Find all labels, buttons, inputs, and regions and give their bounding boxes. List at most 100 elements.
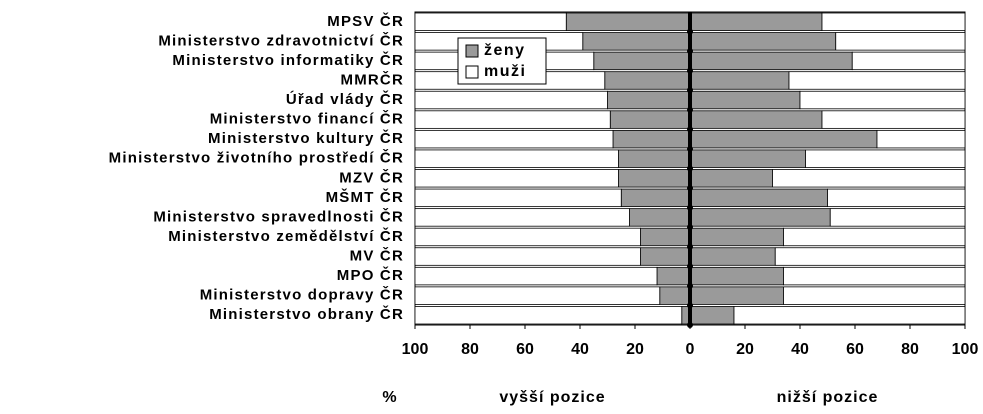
x-tick-label: 100 xyxy=(952,341,979,358)
legend-swatch xyxy=(465,44,479,58)
bar xyxy=(829,208,966,227)
bar xyxy=(835,32,966,51)
x-tick-label: 80 xyxy=(461,341,479,358)
bar xyxy=(593,51,691,71)
bar xyxy=(733,306,966,325)
category-label: Ministerstvo spravedlnosti ČR xyxy=(153,207,404,225)
bar xyxy=(582,32,691,51)
axis-dot xyxy=(687,106,693,113)
bar xyxy=(414,266,658,286)
unit-label: % xyxy=(382,389,397,406)
bar xyxy=(640,247,691,266)
axis-dot xyxy=(687,185,693,192)
bar xyxy=(414,247,641,266)
axis-dot xyxy=(687,263,693,270)
category-label: MŠMT ČR xyxy=(326,188,404,206)
bar xyxy=(876,129,966,149)
axis-dot xyxy=(687,302,693,309)
bar xyxy=(689,286,784,305)
bar xyxy=(612,129,691,149)
x-tick-label: 20 xyxy=(626,341,644,358)
bar xyxy=(774,247,966,266)
bar xyxy=(821,12,966,31)
bar xyxy=(414,12,567,31)
bar xyxy=(414,188,622,208)
bar xyxy=(783,286,966,305)
category-label: Ministerstvo kultury ČR xyxy=(208,129,404,147)
bar xyxy=(618,149,691,168)
bar xyxy=(609,110,691,129)
category-label: MPO ČR xyxy=(337,266,404,284)
category-label: Ministerstvo financí ČR xyxy=(210,110,404,128)
axis-dot xyxy=(687,87,693,94)
axis-dot xyxy=(687,204,693,211)
bar xyxy=(788,71,966,90)
bar xyxy=(656,266,691,286)
axis-dot xyxy=(687,282,693,289)
category-label: Úřad vlády ČR xyxy=(286,90,404,108)
bar xyxy=(689,227,784,247)
category-label: Ministerstvo obrany ČR xyxy=(209,305,404,323)
x-tick-label: 40 xyxy=(791,341,809,358)
bar xyxy=(689,188,828,208)
bar xyxy=(414,129,614,149)
axis-dot xyxy=(687,243,693,250)
category-label: MPSV ČR xyxy=(327,12,404,30)
axis-dot xyxy=(687,165,693,172)
axis-dot xyxy=(687,126,693,133)
bar xyxy=(689,149,806,168)
bar xyxy=(821,110,966,129)
bar xyxy=(799,90,966,110)
axis-dot xyxy=(687,322,693,328)
bar xyxy=(689,247,776,266)
category-label: Ministerstvo zemědělství ČR xyxy=(168,227,404,245)
bar xyxy=(851,51,966,71)
bar xyxy=(414,227,641,247)
bar xyxy=(783,227,966,247)
bar xyxy=(827,188,966,208)
bar xyxy=(689,12,823,31)
axis-dot xyxy=(687,224,693,231)
bar xyxy=(689,51,853,71)
category-label: Ministerstvo informatiky ČR xyxy=(172,51,404,69)
legend-label: muži xyxy=(484,63,526,80)
bar xyxy=(620,188,691,208)
bar xyxy=(689,266,784,286)
legend-swatch xyxy=(465,65,479,79)
x-tick-label: 80 xyxy=(901,341,919,358)
category-label: Ministerstvo životního prostředí ČR xyxy=(109,149,404,167)
bar xyxy=(689,32,837,51)
bar xyxy=(689,169,773,188)
bar xyxy=(640,227,691,247)
bar xyxy=(689,208,831,227)
category-label: MMRČR xyxy=(341,70,405,88)
x-axis-label: vyšší pozice xyxy=(499,389,605,406)
bar xyxy=(604,71,691,90)
category-label: MZV ČR xyxy=(339,168,404,186)
category-label: Ministerstvo zdravotnictví ČR xyxy=(158,31,404,49)
axis-dot xyxy=(687,145,693,152)
axis-dot xyxy=(687,67,693,74)
bar xyxy=(414,169,619,188)
x-tick-label: 60 xyxy=(516,341,534,358)
axis-dot xyxy=(687,48,693,55)
bar xyxy=(414,90,608,110)
bar xyxy=(414,110,611,129)
legend-label: ženy xyxy=(484,42,526,59)
bar xyxy=(414,286,661,305)
bar xyxy=(629,208,691,227)
x-tick-label: 0 xyxy=(686,341,695,358)
bar xyxy=(805,149,966,168)
bar xyxy=(565,12,691,31)
bar xyxy=(618,169,691,188)
axis-dot xyxy=(687,28,693,35)
bar xyxy=(689,90,801,110)
bar xyxy=(689,110,823,129)
x-tick-label: 100 xyxy=(402,341,429,358)
category-label: Ministerstvo dopravy ČR xyxy=(200,286,404,304)
bar xyxy=(689,306,735,325)
bar xyxy=(659,286,691,305)
bar xyxy=(689,71,790,90)
x-axis-label: nižší pozice xyxy=(777,389,879,406)
